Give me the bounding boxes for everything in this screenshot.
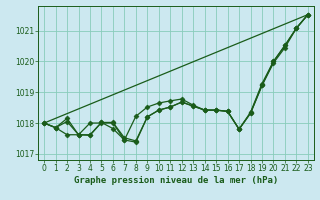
X-axis label: Graphe pression niveau de la mer (hPa): Graphe pression niveau de la mer (hPa) [74, 176, 278, 185]
